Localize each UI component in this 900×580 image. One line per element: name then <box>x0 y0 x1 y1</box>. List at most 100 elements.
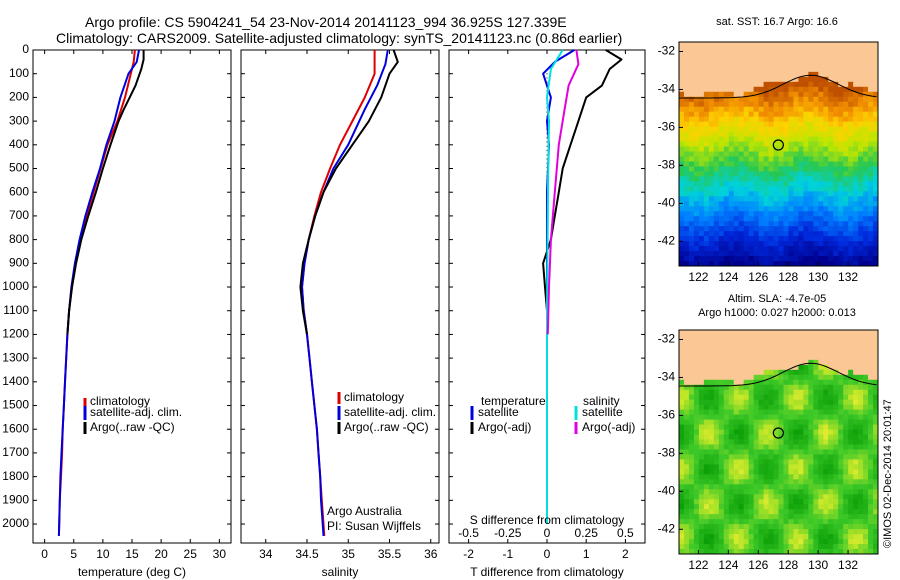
map-cell <box>838 231 844 237</box>
map-cell <box>728 404 735 411</box>
map-cell <box>803 191 809 197</box>
map-cell <box>743 101 750 108</box>
map-cell <box>679 549 685 555</box>
map-cell <box>788 359 794 366</box>
map-cell <box>679 76 685 83</box>
map-cell <box>718 374 725 381</box>
map-cell <box>723 544 730 550</box>
map-cell <box>693 464 700 470</box>
map-cell <box>828 474 834 480</box>
map-cell <box>773 354 779 361</box>
map-cell <box>823 494 829 500</box>
map-cell <box>838 549 844 555</box>
map-cell <box>738 479 745 485</box>
map-cell <box>773 374 779 381</box>
map-cell <box>868 479 874 485</box>
map-cell <box>808 330 814 336</box>
map-cell <box>773 206 779 212</box>
map-cell <box>858 519 864 525</box>
legend-group-temperature: temperature <box>481 394 546 408</box>
map-cell <box>698 186 705 192</box>
map-cell <box>693 429 700 435</box>
map-cell <box>679 81 685 88</box>
map-cell <box>748 434 755 440</box>
map-cell <box>773 539 779 545</box>
map-cell <box>738 201 745 207</box>
map-cell <box>758 354 764 361</box>
map-cell <box>738 464 745 470</box>
map-cell <box>788 151 794 157</box>
map-cell <box>753 399 760 406</box>
map-cell <box>803 171 809 177</box>
map-cell <box>848 354 854 361</box>
map-cell <box>773 439 779 445</box>
map-cell <box>808 186 814 192</box>
map-cell <box>848 191 854 197</box>
map-cell <box>853 344 859 351</box>
map-cell <box>793 121 799 128</box>
map-cell <box>813 474 819 480</box>
map-cell <box>848 146 854 152</box>
map-cell <box>808 369 814 376</box>
map-cell <box>723 484 730 490</box>
map-cell <box>733 81 740 88</box>
map-cell <box>718 191 725 197</box>
map-cell <box>708 91 715 98</box>
map-cell <box>718 439 725 445</box>
map-cell <box>823 156 829 162</box>
map-cell <box>858 91 864 98</box>
map-cell <box>848 186 854 192</box>
map-cell <box>813 399 819 406</box>
map-cell <box>843 96 849 103</box>
map-cell <box>703 56 710 63</box>
map-cell <box>838 519 844 525</box>
map-cell <box>873 404 879 411</box>
map-cell <box>828 419 834 425</box>
map-cell <box>848 81 854 88</box>
map-cell <box>683 339 690 346</box>
map-cell <box>823 181 829 187</box>
map-cell <box>758 221 764 227</box>
map-cell <box>723 141 730 147</box>
map-cell <box>708 46 715 53</box>
map-cell <box>693 330 700 336</box>
map-cell <box>698 459 705 465</box>
map-cell <box>793 71 799 78</box>
map-cell <box>848 399 854 406</box>
map-cell <box>803 489 809 495</box>
map-cell <box>868 201 874 207</box>
map-cell <box>708 121 715 128</box>
map-cell <box>679 519 685 525</box>
map-cell <box>698 454 705 460</box>
map-cell <box>838 131 844 137</box>
map-cell <box>853 384 859 391</box>
map-cell <box>703 231 710 237</box>
map-cell <box>718 404 725 411</box>
map-cell <box>843 364 849 371</box>
map-cell <box>733 429 740 435</box>
map-cell <box>763 489 769 495</box>
map-cell <box>703 206 710 212</box>
map-cell <box>793 136 799 142</box>
map-cell <box>688 66 695 73</box>
map-cell <box>693 444 700 450</box>
map-cell <box>688 191 695 197</box>
map-cell <box>743 231 750 237</box>
map-cell <box>708 241 715 247</box>
map-cell <box>813 424 819 430</box>
map-cell <box>733 76 740 83</box>
map-cell <box>838 161 844 167</box>
map-cell <box>718 241 725 247</box>
map-cell <box>853 166 859 172</box>
map-cell <box>843 161 849 167</box>
map-cell <box>733 256 740 262</box>
map-cell <box>853 339 859 346</box>
map-cell <box>679 389 685 396</box>
map-cell <box>798 76 804 83</box>
map-cell <box>813 544 819 550</box>
map-cell <box>813 261 819 267</box>
map-cell <box>868 394 874 401</box>
x-tick-label: 124 <box>718 558 738 572</box>
legend-sal-satellite: satellite <box>582 405 623 419</box>
map-cell <box>853 524 859 530</box>
